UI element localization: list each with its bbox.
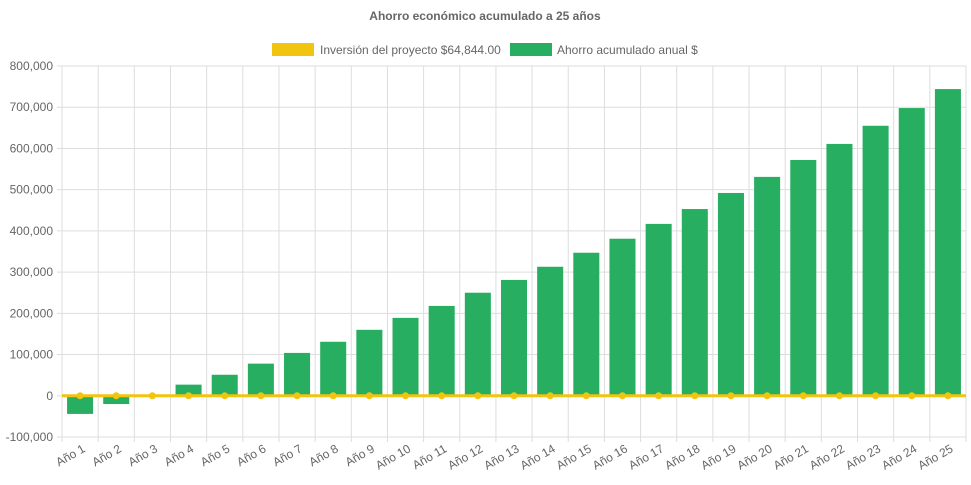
investment-point-11: [438, 392, 446, 400]
y-tick-label: 700,000: [10, 100, 54, 114]
investment-point-2: [112, 392, 120, 400]
x-tick-label: Año 17: [626, 441, 666, 472]
x-tick-label: Año 18: [662, 441, 702, 472]
investment-point-15: [582, 392, 590, 400]
bar-año-23: [862, 125, 889, 396]
x-tick-label: Año 2: [90, 441, 124, 469]
bar-año-12: [464, 292, 491, 396]
investment-point-16: [618, 392, 626, 400]
investment-point-5: [221, 392, 229, 400]
x-tick-label: Año 21: [771, 441, 811, 472]
investment-point-7: [293, 392, 301, 400]
x-tick-label: Año 4: [162, 441, 196, 469]
legend-item-inversion[interactable]: Inversión del proyecto $64,844.00: [272, 43, 501, 57]
bar-año-14: [537, 266, 564, 396]
y-tick-label: -100,000: [6, 430, 54, 444]
legend-label-ahorro: Ahorro acumulado anual $: [557, 43, 698, 57]
bars: [67, 89, 961, 414]
bar-año-25: [934, 89, 961, 396]
y-tick-label: 200,000: [10, 306, 54, 320]
bar-año-20: [754, 176, 781, 396]
investment-point-19: [727, 392, 735, 400]
investment-point-18: [691, 392, 699, 400]
x-tick-label: Año 23: [843, 441, 883, 472]
bar-año-9: [356, 329, 383, 396]
bar-año-21: [790, 159, 817, 396]
legend-swatch-inversion: [272, 43, 314, 56]
bar-año-17: [645, 223, 672, 396]
bar-año-5: [211, 374, 238, 396]
y-tick-label: 600,000: [10, 141, 54, 155]
bar-año-15: [573, 252, 600, 396]
x-tick-label: Año 14: [518, 441, 558, 472]
y-tick-label: 100,000: [10, 348, 54, 362]
y-axis: -100,000 0 100,000 200,000 300,000 400,000 500…: [6, 59, 54, 444]
bar-año-18: [681, 209, 708, 396]
bar-año-7: [284, 352, 311, 396]
investment-point-20: [763, 392, 771, 400]
y-tick-label: 800,000: [10, 59, 54, 73]
bar-año-13: [500, 279, 528, 396]
x-tick-label: Año 16: [590, 441, 630, 472]
y-tick-label: 500,000: [10, 183, 54, 197]
x-tick-label: Año 19: [699, 441, 739, 472]
x-tick-label: Año 1: [53, 441, 87, 469]
x-tick-label: Año 6: [234, 441, 268, 469]
x-tick-label: Año 9: [343, 441, 377, 469]
investment-point-25: [944, 392, 952, 400]
bar-año-24: [898, 108, 925, 396]
investment-point-4: [185, 392, 193, 400]
x-tick-label: Año 3: [126, 441, 160, 469]
bar-año-6: [247, 363, 274, 396]
bar-año-1: [67, 395, 94, 414]
x-tick-label: Año 24: [879, 441, 919, 472]
legend-item-ahorro[interactable]: Ahorro acumulado anual $: [510, 43, 698, 57]
bar-año-19: [717, 192, 744, 396]
x-tick-label: Año 11: [410, 441, 449, 472]
investment-point-14: [546, 392, 554, 400]
legend: Inversión del proyecto $64,844.00 Ahorro…: [272, 43, 698, 57]
investment-point-1: [76, 392, 84, 400]
y-tick-label: 0: [46, 389, 53, 403]
x-tick-label: Año 20: [735, 441, 775, 472]
grid: [57, 65, 967, 442]
x-axis: Año 1 Año 2 Año 3 Año 4 Año 5 Año 6 Año 7 Año 8…: [53, 441, 955, 472]
investment-point-17: [655, 392, 663, 400]
x-tick-label: Año 10: [373, 441, 413, 472]
x-tick-label: Año 13: [482, 441, 522, 472]
investment-point-8: [329, 392, 337, 400]
investment-point-12: [474, 392, 482, 400]
x-tick-label: Año 5: [198, 441, 232, 469]
investment-point-10: [402, 392, 410, 400]
y-tick-label: 400,000: [10, 224, 54, 238]
investment-point-22: [835, 392, 843, 400]
x-tick-label: Año 25: [915, 441, 955, 472]
legend-swatch-ahorro: [510, 43, 552, 56]
x-tick-label: Año 12: [445, 441, 485, 472]
bar-año-8: [320, 341, 347, 396]
bar-año-11: [428, 305, 455, 396]
legend-label-inversion: Inversión del proyecto $64,844.00: [320, 43, 501, 57]
chart-title: Ahorro económico acumulado a 25 años: [369, 9, 601, 23]
investment-point-23: [872, 392, 880, 400]
investment-point-9: [365, 392, 373, 400]
bar-año-10: [392, 317, 419, 396]
y-tick-label: 300,000: [10, 265, 54, 279]
investment-point-3: [148, 392, 156, 400]
bar-año-2: [103, 395, 130, 405]
x-tick-label: Año 22: [807, 441, 847, 472]
x-tick-label: Año 15: [554, 441, 594, 472]
investment-line: [62, 392, 966, 400]
investment-point-24: [908, 392, 916, 400]
investment-point-13: [510, 392, 518, 400]
investment-point-21: [799, 392, 807, 400]
bar-año-4: [175, 384, 202, 396]
investment-point-6: [257, 392, 265, 400]
bar-año-22: [826, 143, 853, 396]
x-tick-label: Año 7: [270, 441, 304, 469]
bar-año-16: [609, 238, 636, 396]
x-tick-label: Año 8: [307, 441, 341, 469]
